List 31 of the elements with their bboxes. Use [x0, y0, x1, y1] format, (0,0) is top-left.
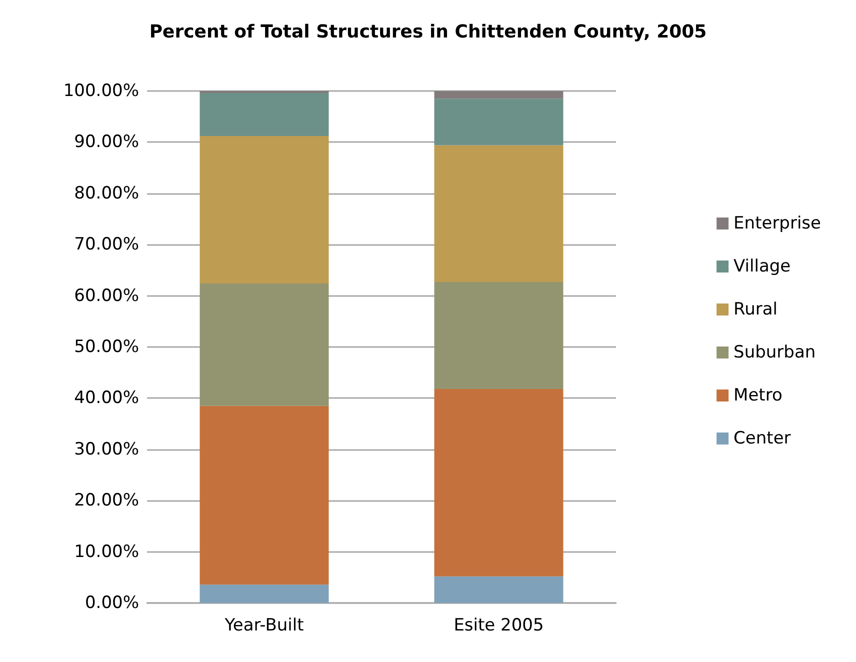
bar — [434, 388, 564, 576]
bar — [434, 576, 564, 603]
bar — [434, 91, 564, 99]
legend-label: Suburban — [734, 342, 816, 362]
y-tick-label: 80.00% — [74, 183, 139, 204]
y-tick-label: 10.00% — [74, 542, 139, 562]
bar — [200, 406, 329, 585]
chart-title: Percent of Total Structures in Chittenden County, 2005 — [149, 22, 707, 42]
legend-label: Metro — [734, 386, 782, 406]
bar — [434, 282, 564, 389]
y-tick-label: 70.00% — [74, 234, 139, 255]
legend-label: Village — [734, 256, 791, 276]
bar — [434, 98, 564, 146]
y-tick-label: 50.00% — [74, 337, 139, 357]
y-tick-label: 30.00% — [74, 439, 139, 460]
y-tick-label: 60.00% — [74, 286, 139, 306]
y-tick-label: 90.00% — [74, 132, 139, 152]
legend-label: Rural — [734, 300, 778, 320]
y-tick-label: 40.00% — [74, 388, 139, 408]
legend-label: Center — [734, 428, 791, 448]
bar — [200, 93, 329, 136]
bar — [200, 284, 329, 406]
y-tick-label: 0.00% — [84, 593, 139, 613]
bar — [200, 584, 329, 603]
bar — [200, 136, 329, 284]
legend-label: Enterprise — [734, 214, 822, 234]
y-tick-label: 100.00% — [63, 81, 139, 101]
y-tick-label: 20.00% — [74, 490, 139, 511]
x-tick-label: Year-Built — [224, 616, 304, 636]
x-tick-label: Esite 2005 — [454, 616, 544, 636]
bar — [434, 145, 564, 282]
